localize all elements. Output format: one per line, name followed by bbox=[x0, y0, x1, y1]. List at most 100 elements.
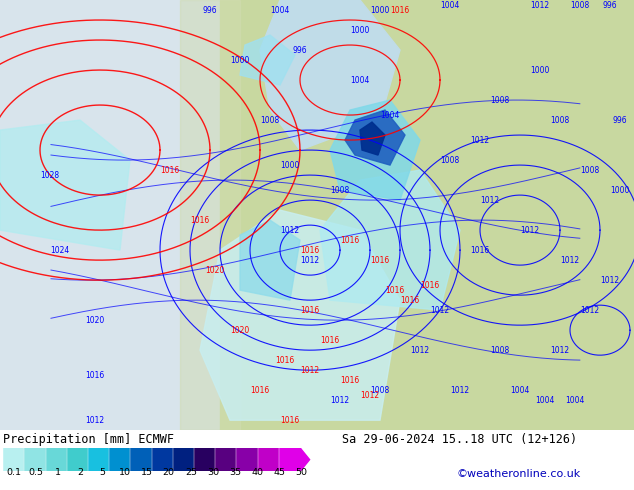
Text: 1012: 1012 bbox=[301, 256, 320, 265]
Text: 1016: 1016 bbox=[340, 236, 359, 245]
Text: 1016: 1016 bbox=[420, 281, 439, 290]
Text: 25: 25 bbox=[185, 467, 197, 477]
Polygon shape bbox=[330, 100, 420, 200]
Text: 1012: 1012 bbox=[521, 225, 540, 235]
Text: 1016: 1016 bbox=[250, 386, 269, 395]
Text: 5: 5 bbox=[100, 467, 105, 477]
Text: 45: 45 bbox=[273, 467, 285, 477]
Bar bbox=[24, 448, 46, 471]
Polygon shape bbox=[240, 220, 300, 300]
Polygon shape bbox=[0, 120, 130, 250]
Bar bbox=[67, 448, 88, 471]
Bar bbox=[3, 448, 24, 471]
Bar bbox=[152, 448, 173, 471]
Text: 15: 15 bbox=[141, 467, 153, 477]
Text: 1008: 1008 bbox=[490, 345, 510, 355]
Text: 1028: 1028 bbox=[41, 171, 60, 180]
Text: 40: 40 bbox=[251, 467, 263, 477]
Text: 1012: 1012 bbox=[581, 306, 600, 315]
Text: 1012: 1012 bbox=[481, 196, 500, 205]
Text: 1016: 1016 bbox=[320, 336, 340, 344]
Text: 1016: 1016 bbox=[86, 371, 105, 380]
Text: Sa 29-06-2024 15..18 UTC (12+126): Sa 29-06-2024 15..18 UTC (12+126) bbox=[342, 433, 578, 446]
Text: 0.1: 0.1 bbox=[7, 467, 22, 477]
Text: 1012: 1012 bbox=[600, 276, 619, 285]
Text: 0.5: 0.5 bbox=[29, 467, 44, 477]
Text: 1000: 1000 bbox=[611, 186, 630, 195]
Text: 1012: 1012 bbox=[330, 396, 349, 405]
Text: 996: 996 bbox=[603, 0, 618, 9]
Polygon shape bbox=[360, 122, 385, 155]
Bar bbox=[180, 0, 240, 430]
Bar bbox=[109, 448, 131, 471]
Text: 1016: 1016 bbox=[370, 256, 390, 265]
Text: 1008: 1008 bbox=[550, 116, 569, 124]
Text: 1004: 1004 bbox=[380, 111, 399, 120]
Text: 1012: 1012 bbox=[280, 225, 299, 235]
Text: 1016: 1016 bbox=[401, 295, 420, 305]
Text: 35: 35 bbox=[229, 467, 241, 477]
Polygon shape bbox=[240, 35, 295, 85]
Text: 1000: 1000 bbox=[280, 161, 300, 170]
Text: 1008: 1008 bbox=[571, 0, 590, 9]
Text: 1: 1 bbox=[55, 467, 61, 477]
Text: 1008: 1008 bbox=[330, 186, 349, 195]
Text: 1004: 1004 bbox=[510, 386, 529, 395]
Text: 20: 20 bbox=[163, 467, 175, 477]
Text: 1016: 1016 bbox=[391, 5, 410, 15]
Polygon shape bbox=[260, 0, 400, 150]
Text: 1012: 1012 bbox=[410, 345, 430, 355]
Text: 1016: 1016 bbox=[275, 356, 295, 365]
Text: 1012: 1012 bbox=[470, 136, 489, 145]
Text: 50: 50 bbox=[295, 467, 307, 477]
Text: ©weatheronline.co.uk: ©weatheronline.co.uk bbox=[456, 469, 581, 479]
Bar bbox=[46, 448, 67, 471]
Bar bbox=[215, 448, 236, 471]
Text: 1020: 1020 bbox=[86, 316, 105, 325]
Text: 1012: 1012 bbox=[560, 256, 579, 265]
Text: 30: 30 bbox=[207, 467, 219, 477]
Bar bbox=[236, 448, 257, 471]
Text: 1016: 1016 bbox=[385, 286, 404, 294]
Text: 1004: 1004 bbox=[440, 0, 460, 9]
Text: 1016: 1016 bbox=[301, 306, 320, 315]
Polygon shape bbox=[320, 170, 460, 310]
Text: 1012: 1012 bbox=[430, 306, 450, 315]
Text: 1000: 1000 bbox=[370, 5, 390, 15]
Text: 1016: 1016 bbox=[280, 416, 300, 425]
Text: 1000: 1000 bbox=[351, 25, 370, 34]
Text: 1012: 1012 bbox=[531, 0, 550, 9]
Text: 1008: 1008 bbox=[441, 156, 460, 165]
Text: 1016: 1016 bbox=[340, 376, 359, 385]
Text: 10: 10 bbox=[119, 467, 131, 477]
Text: 1012: 1012 bbox=[86, 416, 105, 425]
Polygon shape bbox=[300, 448, 309, 471]
Text: 1016: 1016 bbox=[160, 166, 179, 174]
Text: 996: 996 bbox=[612, 116, 627, 124]
Text: 1008: 1008 bbox=[580, 166, 600, 174]
Text: 1016: 1016 bbox=[470, 245, 489, 255]
Bar bbox=[194, 448, 215, 471]
Text: 1012: 1012 bbox=[450, 386, 470, 395]
Text: 1008: 1008 bbox=[490, 96, 510, 104]
Text: 1000: 1000 bbox=[530, 66, 550, 74]
Text: Precipitation [mm] ECMWF: Precipitation [mm] ECMWF bbox=[3, 433, 174, 446]
Text: 1008: 1008 bbox=[261, 116, 280, 124]
Text: 1004: 1004 bbox=[351, 75, 370, 85]
Text: 2: 2 bbox=[77, 467, 84, 477]
Text: 1008: 1008 bbox=[370, 386, 390, 395]
Polygon shape bbox=[200, 210, 400, 420]
Bar bbox=[257, 448, 279, 471]
Text: 1012: 1012 bbox=[361, 391, 380, 400]
Text: 1016: 1016 bbox=[190, 216, 210, 224]
Bar bbox=[88, 448, 109, 471]
Text: 1012: 1012 bbox=[301, 366, 320, 375]
Bar bbox=[279, 448, 300, 471]
Text: 1004: 1004 bbox=[566, 396, 585, 405]
Bar bbox=[173, 448, 194, 471]
Text: 1024: 1024 bbox=[50, 245, 70, 255]
Polygon shape bbox=[220, 0, 634, 430]
Text: 1000: 1000 bbox=[230, 55, 250, 65]
Text: 1020: 1020 bbox=[205, 266, 224, 274]
Polygon shape bbox=[345, 110, 405, 165]
